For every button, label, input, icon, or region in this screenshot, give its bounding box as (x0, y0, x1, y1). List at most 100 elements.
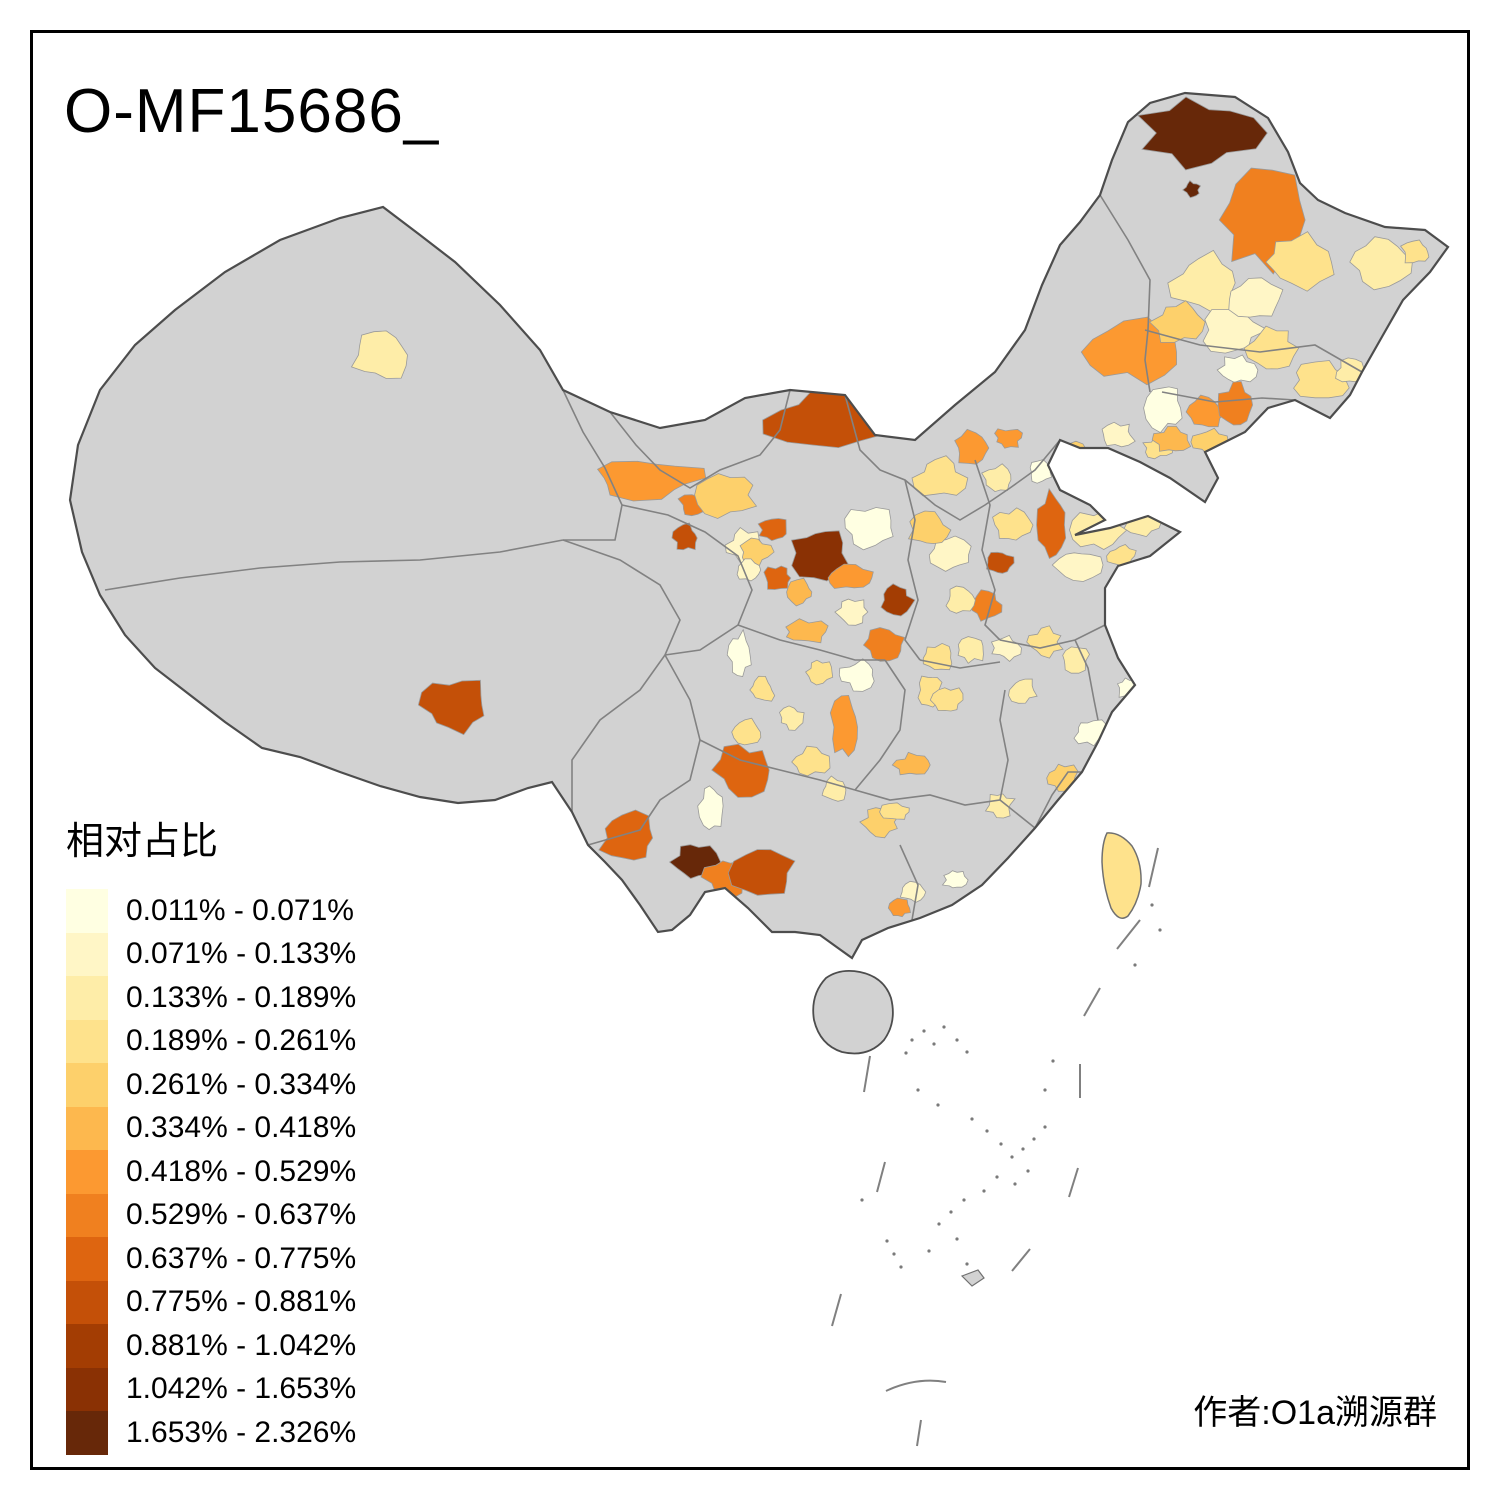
map-region (1051, 552, 1104, 582)
map-region (417, 679, 485, 736)
map-region (1093, 754, 1120, 776)
legend-item: 0.189% - 0.261% (66, 1019, 356, 1063)
map-region (827, 563, 874, 589)
map-region (1216, 354, 1259, 383)
page-title: O-MF15686_ (64, 77, 440, 146)
map-region (779, 705, 805, 731)
map-region (786, 577, 813, 607)
legend-range-label: 0.334% - 0.418% (126, 1111, 357, 1145)
islet-dot (927, 1249, 931, 1253)
map-region (990, 634, 1022, 662)
map-region (829, 694, 858, 758)
attribution: 作者:O1a溯源群 (1193, 1394, 1437, 1432)
legend-range-label: 0.529% - 0.637% (126, 1198, 357, 1232)
islet-dot (995, 1175, 999, 1179)
islet-dot (1010, 1155, 1014, 1159)
islet-dot (1026, 1169, 1030, 1173)
map-region (957, 636, 984, 664)
map-region (1036, 487, 1067, 560)
legend-swatch (66, 1193, 108, 1237)
sea-boundary-dashes (831, 847, 1159, 1447)
map-region (1182, 180, 1202, 199)
map-region (791, 745, 831, 777)
islet-dot (985, 1129, 989, 1133)
islet-dot (1021, 1147, 1025, 1151)
map-region (1185, 394, 1227, 428)
islet-dot (1158, 928, 1162, 932)
islet-dot (937, 1222, 941, 1226)
islet-dot (942, 1025, 946, 1029)
islet-dot (1133, 963, 1137, 967)
legend: 相对占比 0.011% - 0.071% 0.071% - 0.133% 0.133… (66, 810, 356, 1455)
map-region (736, 558, 762, 582)
legend-item: 0.529% - 0.637% (66, 1193, 357, 1237)
taiwan-island (1101, 832, 1142, 919)
map-region (1217, 381, 1254, 426)
islet-dot (949, 1210, 953, 1214)
map-region (922, 642, 953, 671)
map-region (726, 628, 752, 677)
map-region (1049, 816, 1079, 844)
legend-range-label: 0.637% - 0.775% (126, 1241, 357, 1275)
map-region (891, 751, 931, 776)
legend-range-label: 0.011% - 0.071% (126, 893, 354, 927)
islet-dot (1043, 1088, 1047, 1092)
map-region (727, 849, 796, 896)
islet-dot (1032, 1137, 1036, 1141)
legend-range-label: 1.042% - 1.653% (126, 1372, 357, 1406)
legend-swatch (66, 1063, 108, 1107)
legend-range-label: 0.071% - 0.133% (126, 937, 357, 971)
map-region (834, 598, 869, 626)
islet-dot (922, 1029, 926, 1033)
islet-dot (1013, 1182, 1017, 1186)
islet-dot (1043, 1125, 1047, 1129)
hainan-island (812, 969, 894, 1055)
legend-item: 1.042% - 1.653% (66, 1367, 357, 1411)
legend-swatch (66, 932, 108, 976)
islet-dot (885, 1239, 889, 1243)
map-region (1399, 239, 1430, 264)
legend-swatch (66, 1019, 108, 1063)
legend-item: 0.261% - 0.334% (66, 1063, 356, 1107)
legend-items: 0.011% - 0.071% 0.071% - 0.133% 0.133% - 0… (66, 889, 356, 1455)
map-region (763, 565, 792, 590)
legend-swatch (66, 976, 108, 1020)
legend-swatch (66, 889, 108, 933)
map-region (1008, 678, 1038, 704)
islet-dot (965, 1050, 969, 1054)
legend-swatch (66, 1150, 108, 1194)
map-region (899, 880, 927, 903)
legend-item: 0.334% - 0.418% (66, 1106, 357, 1150)
map-region (880, 583, 916, 617)
map-region (945, 585, 976, 614)
map-region (694, 473, 758, 519)
islet-dot (955, 1237, 959, 1241)
map-region (986, 551, 1015, 574)
map-region (1349, 236, 1413, 291)
map-region (975, 898, 998, 922)
legend-range-label: 1.653% - 2.326% (126, 1415, 357, 1449)
map-region (887, 897, 911, 918)
islet-dot (899, 1265, 903, 1269)
map-region (749, 675, 776, 702)
map-region (1148, 300, 1206, 343)
islet-dot (982, 1189, 986, 1193)
map-region (928, 535, 972, 572)
islet-dot (962, 1198, 966, 1202)
map-region (731, 717, 762, 746)
map-region (1265, 231, 1335, 292)
map-region (862, 627, 906, 662)
map-region (757, 518, 787, 542)
legend-swatch (66, 1324, 108, 1368)
legend-item: 0.011% - 0.071% (66, 889, 356, 933)
islet-dot (999, 1142, 1003, 1146)
legend-range-label: 0.261% - 0.334% (126, 1067, 357, 1101)
legend-item: 0.775% - 0.881% (66, 1280, 356, 1324)
legend-item: 0.071% - 0.133% (66, 932, 357, 976)
islet-dot (932, 1042, 936, 1046)
legend-item: 0.637% - 0.775% (66, 1237, 356, 1281)
sea-islets (860, 903, 1162, 1282)
map-region (1026, 625, 1064, 659)
